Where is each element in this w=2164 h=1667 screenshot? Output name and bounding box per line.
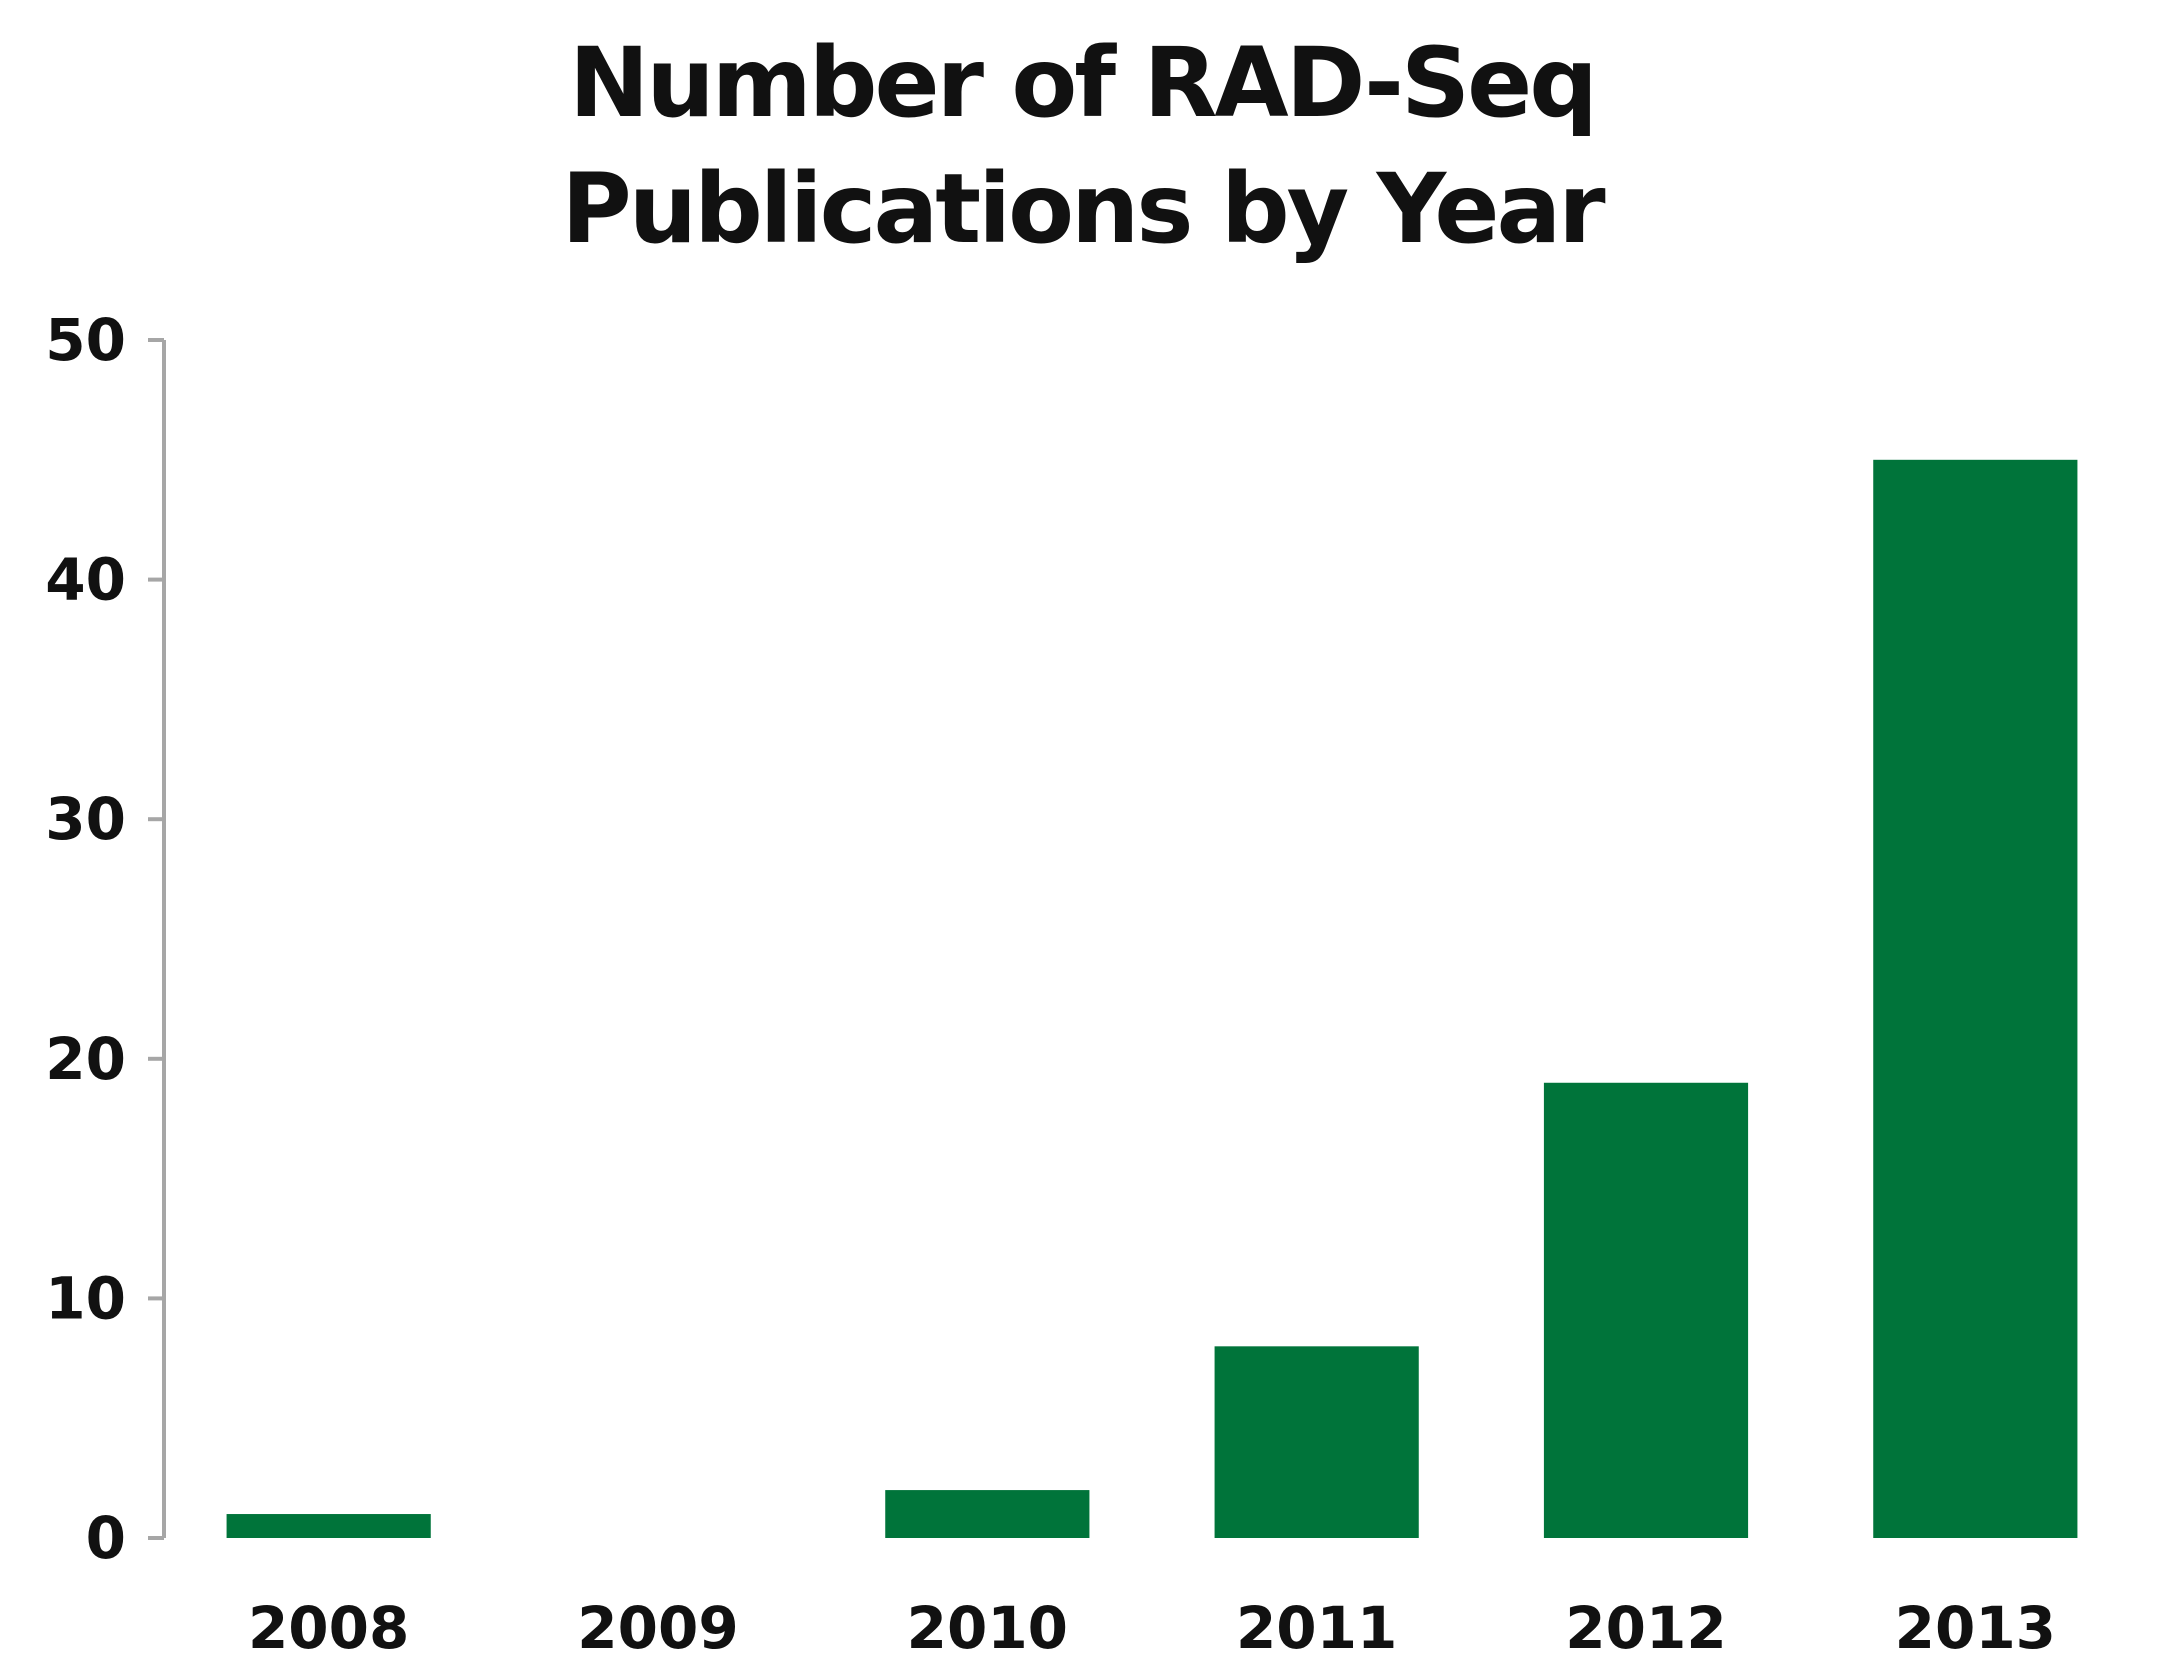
- y-tick-label: 50: [45, 306, 126, 374]
- x-tick-label: 2012: [1565, 1594, 1726, 1662]
- x-tick-label: 2011: [1236, 1594, 1397, 1662]
- bar-2013: [1873, 459, 2078, 1538]
- bar-2008: [226, 1514, 431, 1538]
- bar-2012: [1543, 1082, 1749, 1538]
- x-axis: 2008 2009 2010 2011 2012 2013: [248, 1594, 2056, 1662]
- y-tick-label: 10: [45, 1264, 126, 1332]
- y-tick-label: 40: [45, 546, 126, 614]
- bar-2011: [1214, 1346, 1419, 1538]
- x-tick-label: 2010: [907, 1594, 1068, 1662]
- y-tick-label: 20: [45, 1025, 126, 1093]
- bar-2010: [885, 1490, 1090, 1538]
- x-tick-label: 2009: [577, 1594, 738, 1662]
- y-tick-label: 0: [86, 1504, 126, 1572]
- y-tick-label: 30: [45, 785, 126, 853]
- chart-title: Number of RAD-Seq Publications by Year: [0, 20, 2164, 272]
- x-tick-label: 2013: [1895, 1594, 2056, 1662]
- chart-title-line-1: Number of RAD-Seq: [569, 27, 1598, 139]
- y-axis: 0 10 20 30 40 50: [45, 306, 166, 1572]
- bars: [226, 459, 2078, 1538]
- chart-title-line-2: Publications by Year: [561, 153, 1605, 265]
- x-tick-label: 2008: [248, 1594, 409, 1662]
